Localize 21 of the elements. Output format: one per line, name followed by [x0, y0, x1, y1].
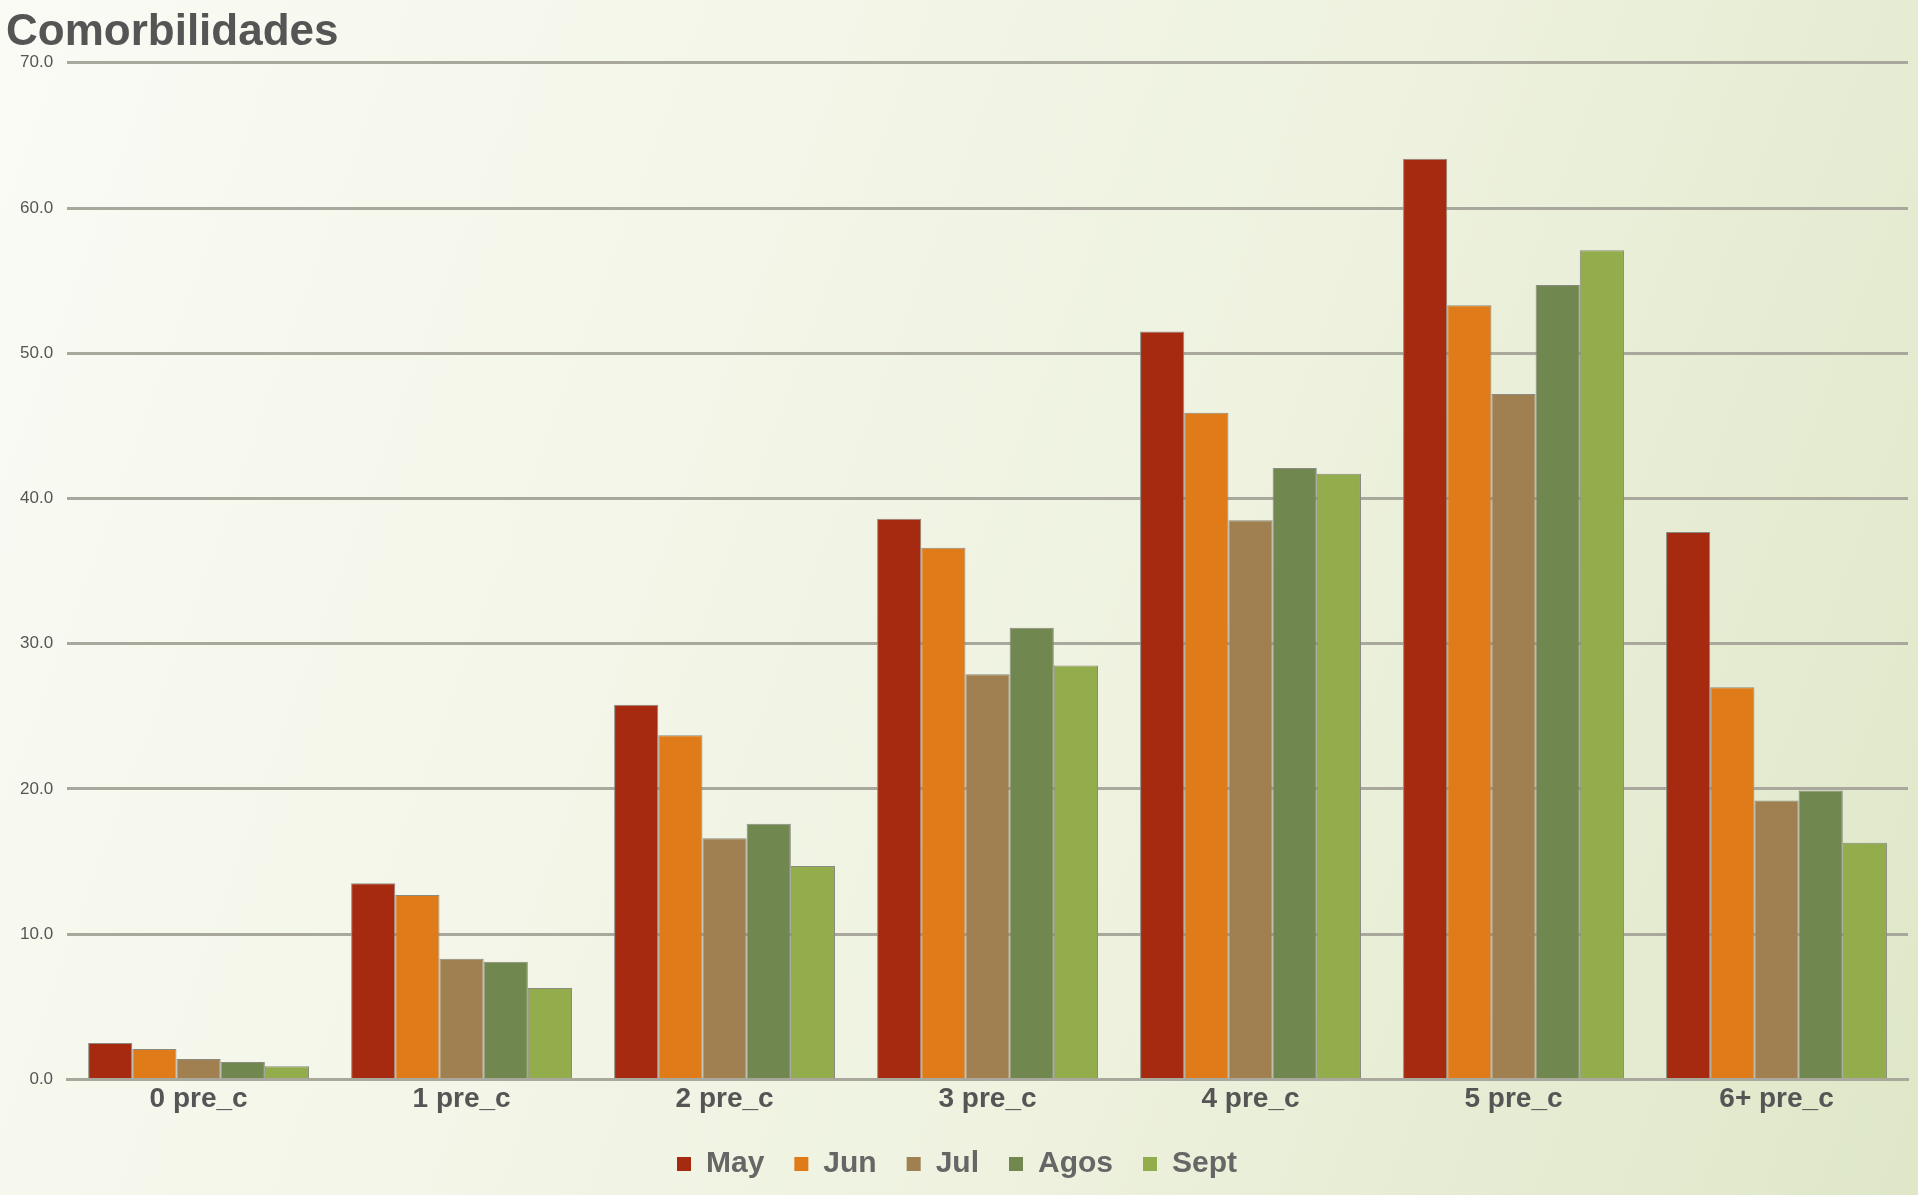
x-tick-label: 0 pre_c	[149, 1081, 248, 1113]
y-tick-label: 20.0	[19, 778, 54, 798]
y-tick-label: 30.0	[19, 633, 54, 653]
legend-label: Jun	[823, 1145, 877, 1179]
y-tick-label: 10.0	[19, 923, 54, 943]
legend-label: Agos	[1038, 1145, 1114, 1179]
y-tick-label: 70.0	[19, 52, 54, 72]
x-tick-label: 6+ pre_c	[1719, 1081, 1834, 1113]
y-tick-label: 40.0	[19, 488, 54, 508]
chart-title: Comorbilidades	[6, 4, 339, 54]
x-tick-label: 1 pre_c	[412, 1081, 511, 1113]
legend-label: May	[705, 1145, 765, 1179]
x-tick-label: 4 pre_c	[1201, 1081, 1300, 1113]
x-tick-label: 2 pre_c	[675, 1081, 774, 1113]
legend-label: Sept	[1172, 1145, 1238, 1179]
legend-label: Jul	[935, 1145, 980, 1179]
y-tick-label: 50.0	[19, 342, 54, 362]
x-tick-label: 3 pre_c	[938, 1081, 1037, 1113]
y-tick-label: 0.0	[29, 1069, 54, 1089]
x-tick-label: 5 pre_c	[1464, 1081, 1563, 1113]
y-tick-label: 60.0	[19, 197, 54, 217]
